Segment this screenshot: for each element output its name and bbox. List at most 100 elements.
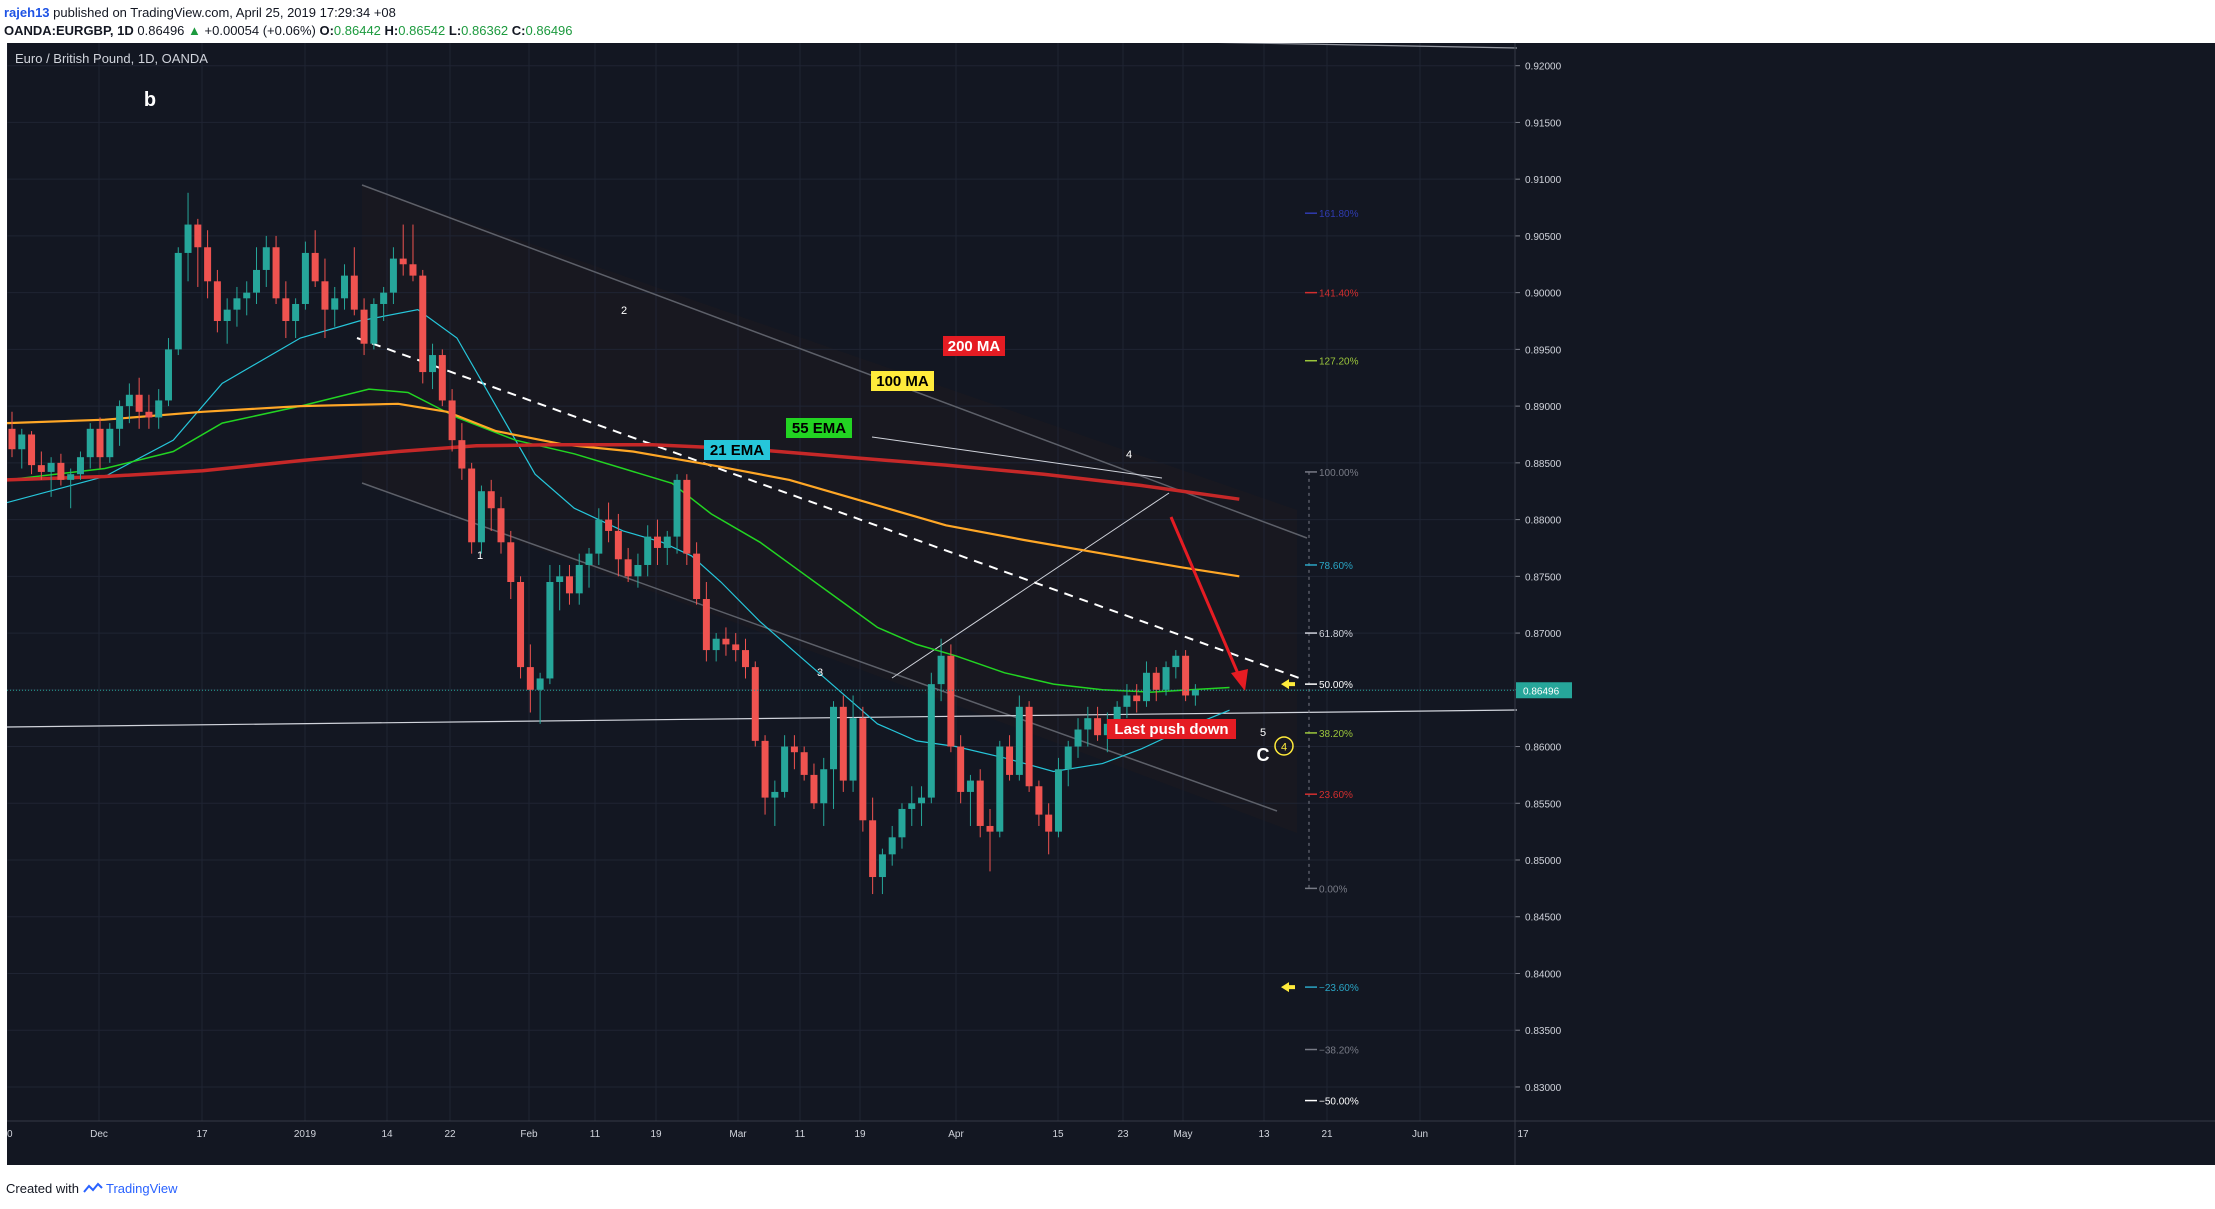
x-tick-label: 17 [1517,1129,1529,1140]
candle-body [575,564,583,594]
x-tick-label: 21 [1321,1129,1333,1140]
tradingview-brand-link[interactable]: TradingView [106,1181,178,1196]
candle-body [526,667,534,690]
candle-body [1142,672,1150,702]
open-label: O: [319,23,334,38]
y-tick-label: 0.86000 [1525,743,1562,754]
wave-label-5: 5 [1260,727,1266,739]
high-label: H: [384,23,399,38]
candle-body [477,491,485,543]
upper-trendline [501,28,1518,49]
candle-body [135,394,143,412]
red-down-arrow-icon [1169,516,1244,684]
fib-label: 38.20% [1319,729,1353,740]
candle-body [204,247,212,282]
candle-body [125,394,133,407]
grid [6,43,1515,1121]
label-100-ma-box [871,371,934,391]
candle-body [429,355,437,373]
author-link[interactable]: rajeh13 [4,5,50,20]
candle-body [8,428,16,450]
candle-body [565,576,573,594]
candle-body [966,780,974,792]
candle-body [311,252,319,282]
fib-label: 23.60% [1319,790,1353,801]
y-tick-label: 0.91000 [1525,175,1562,186]
triangle-bottom [891,492,1170,679]
y-tick-label: 0.85000 [1525,856,1562,867]
candle-body [213,281,221,322]
candle-body [683,479,691,554]
ma-line [6,442,1240,501]
candle-body [614,530,622,560]
publish-header: rajeh13 published on TradingView.com, Ap… [0,0,2215,42]
candle-body [37,465,45,472]
candle-body [722,638,730,645]
x-tick-label: 14 [381,1129,393,1140]
y-tick-label: 0.87500 [1525,572,1562,583]
candle-body [1094,718,1102,736]
candle-body [350,275,358,310]
change-up-icon: ▲ [188,23,201,38]
candle-body [282,298,290,322]
candle-body [1064,746,1072,770]
red-arrow-head-icon [1231,669,1248,691]
axes: 0.83000 0.83500 0.84000 0.84500 0.85000 0.855… [1,43,2215,1165]
candle-body [301,252,309,304]
circled-4-ring [1274,736,1294,756]
wave-label-1: 1 [477,550,483,562]
y-tick-label: 0.90500 [1525,232,1562,243]
candle-body [546,582,554,679]
candle-body [1035,786,1043,815]
publish-line: rajeh13 published on TradingView.com, Ap… [4,5,396,20]
candle-body [360,309,368,344]
change-text: +0.00054 (+0.06%) [204,23,316,38]
candle-body [585,553,593,565]
x-tick-label: 11 [590,1129,601,1140]
candle-body [517,582,525,668]
y-tick-label: 0.85500 [1525,799,1562,810]
candle-body [507,542,515,582]
y-tick-label: 0.92000 [1525,62,1562,73]
chart-area[interactable]: 161.80% 141.40% 127.20% 100.00% 78.60% 61.80%… [1,28,2215,1165]
candle-body [771,791,779,798]
candle-body [233,298,241,310]
candle-body [380,292,388,304]
last-price-label: 0.86496 [1523,686,1560,697]
fib-label: 0.00% [1319,884,1347,895]
candle-body [1025,706,1033,787]
y-tick-label: 0.89000 [1525,402,1562,413]
label-21-ema-box [704,440,770,460]
candle-body [878,854,886,878]
candle-body [1015,706,1023,775]
label-200-ma-box [943,336,1005,356]
candle-body [937,655,945,685]
candle-body [106,428,114,458]
channel-lower [361,482,1278,812]
low-value: 0.86362 [461,23,509,38]
x-tick-label: 11 [795,1129,806,1140]
channel-upper [361,184,1308,539]
fib-extension: 161.80% 141.40% 127.20% 100.00% 78.60% 61.80%… [1305,209,1359,1108]
candle-body [292,303,300,322]
fib-label: 61.80% [1319,629,1353,640]
x-tick-label: Mar [729,1129,747,1140]
fib-label: −50.00% [1319,1097,1359,1108]
y-tick-label: 0.90000 [1525,289,1562,300]
candle-body [898,808,906,838]
candle-body [1045,814,1053,832]
x-tick-label: 22 [444,1129,456,1140]
candle-body [468,468,476,543]
ma-line [6,402,1240,578]
last-price-text: 0.86496 [137,23,185,38]
candle-body [164,349,172,401]
candle-body [888,837,896,855]
chart-svg[interactable]: 161.80% 141.40% 127.20% 100.00% 78.60% 61.80%… [1,28,2215,1165]
x-tick-label: 20 [7,1129,13,1140]
label-last-push-down: Last push down [1114,721,1228,738]
fib-label: −23.60% [1319,983,1359,994]
candle-body [145,411,153,418]
candle-body [47,462,55,472]
x-tick-label: 15 [1052,1129,1064,1140]
candle-body [634,564,642,577]
